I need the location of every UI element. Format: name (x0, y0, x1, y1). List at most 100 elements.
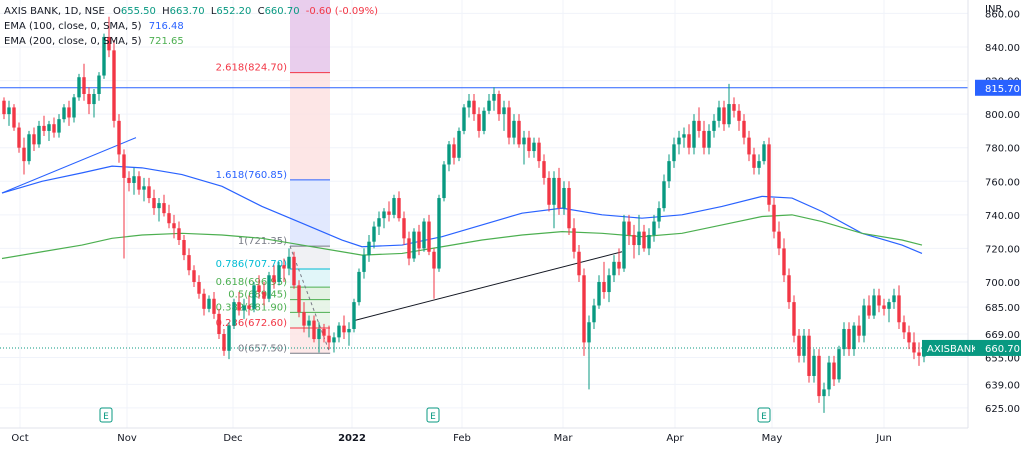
candle[interactable] (102, 36, 106, 76)
candle[interactable] (777, 231, 781, 249)
candle[interactable] (7, 107, 11, 115)
candle[interactable] (652, 221, 656, 235)
candle[interactable] (382, 211, 386, 219)
candle[interactable] (742, 120, 746, 138)
candle[interactable] (487, 100, 491, 111)
candle[interactable] (122, 154, 126, 178)
candle[interactable] (512, 120, 516, 138)
candle[interactable] (202, 293, 206, 309)
candle[interactable] (387, 211, 391, 215)
candle[interactable] (867, 305, 871, 316)
candle[interactable] (582, 275, 586, 343)
candle[interactable] (492, 93, 496, 101)
candle[interactable] (342, 325, 346, 333)
candle[interactable] (82, 77, 86, 94)
candle[interactable] (722, 107, 726, 125)
candle[interactable] (327, 335, 331, 343)
candle[interactable] (597, 281, 601, 306)
candle[interactable] (222, 334, 226, 351)
candle[interactable] (787, 275, 791, 303)
candle[interactable] (272, 275, 276, 282)
candle[interactable] (612, 261, 616, 276)
candle[interactable] (902, 322, 906, 333)
candle[interactable] (647, 234, 651, 249)
candle[interactable] (262, 292, 266, 299)
candle[interactable] (42, 125, 46, 131)
candle[interactable] (422, 221, 426, 249)
candle[interactable] (412, 231, 416, 259)
candle[interactable] (142, 186, 146, 190)
candle[interactable] (552, 177, 556, 205)
candle[interactable] (12, 107, 16, 128)
candle[interactable] (707, 130, 711, 148)
trend-line[interactable] (353, 251, 623, 322)
candle[interactable] (692, 120, 696, 148)
fibonacci-retracement[interactable]: 2.618(824.70) 1.618(760.85) 1(721.35) 0.786… (216, 0, 331, 354)
candle[interactable] (452, 144, 456, 158)
candle[interactable] (72, 97, 76, 118)
candle[interactable] (127, 177, 131, 183)
candle[interactable] (132, 176, 136, 183)
candle[interactable] (897, 295, 901, 323)
candle[interactable] (157, 203, 161, 209)
candle[interactable] (562, 187, 566, 209)
candle[interactable] (472, 100, 476, 115)
candle[interactable] (37, 125, 41, 145)
candle[interactable] (462, 107, 466, 131)
candle[interactable] (332, 337, 336, 343)
candle[interactable] (322, 328, 326, 336)
candle[interactable] (192, 270, 196, 282)
candle[interactable] (417, 231, 421, 249)
candle[interactable] (52, 124, 56, 133)
candle[interactable] (567, 187, 571, 229)
candle[interactable] (907, 332, 911, 343)
candle[interactable] (352, 302, 356, 329)
candle[interactable] (887, 302, 891, 309)
candle[interactable] (542, 161, 546, 178)
candle[interactable] (92, 93, 96, 105)
candle[interactable] (587, 322, 591, 343)
candle[interactable] (407, 238, 411, 259)
candle[interactable] (617, 261, 621, 269)
candle[interactable] (297, 285, 301, 313)
candle[interactable] (482, 110, 486, 131)
candle[interactable] (667, 161, 671, 182)
candle[interactable] (747, 137, 751, 155)
candle[interactable] (402, 218, 406, 239)
candle[interactable] (762, 144, 766, 162)
candle[interactable] (882, 305, 886, 309)
candle[interactable] (662, 181, 666, 209)
candle[interactable] (637, 231, 641, 246)
candle[interactable] (697, 120, 701, 131)
candle[interactable] (782, 248, 786, 276)
candle[interactable] (917, 352, 921, 356)
candle[interactable] (152, 198, 156, 209)
candle[interactable] (577, 251, 581, 276)
candle[interactable] (602, 281, 606, 293)
candle[interactable] (57, 119, 61, 133)
candles[interactable] (2, 16, 926, 413)
candle[interactable] (847, 328, 851, 350)
candle[interactable] (522, 137, 526, 145)
candle[interactable] (282, 265, 286, 269)
candle[interactable] (872, 295, 876, 316)
candle[interactable] (752, 154, 756, 168)
candle[interactable] (97, 75, 101, 94)
candle[interactable] (837, 349, 841, 380)
candle[interactable] (572, 228, 576, 252)
candle[interactable] (772, 204, 776, 232)
candle[interactable] (767, 144, 771, 205)
candle[interactable] (212, 298, 216, 314)
candle[interactable] (622, 221, 626, 269)
candle[interactable] (687, 134, 691, 148)
candle[interactable] (447, 144, 451, 165)
candle[interactable] (182, 240, 186, 256)
candle[interactable] (852, 325, 856, 350)
candle[interactable] (682, 134, 686, 138)
candle[interactable] (527, 137, 531, 152)
candle[interactable] (217, 313, 221, 335)
candle[interactable] (177, 228, 181, 241)
candle[interactable] (497, 93, 501, 115)
candle[interactable] (712, 120, 716, 131)
